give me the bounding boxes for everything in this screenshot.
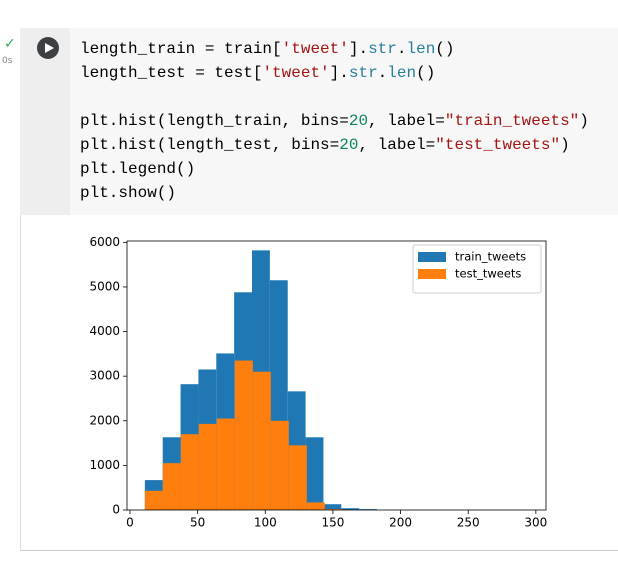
x-tick-label: 200 <box>389 516 412 530</box>
y-tick-label: 0 <box>112 503 120 517</box>
histogram-bar <box>270 420 289 510</box>
histogram-bar <box>234 360 253 510</box>
histogram-bar <box>306 502 325 510</box>
code-line: length_train = train['tweet'].str.len() <box>80 40 455 58</box>
x-tick-label: 250 <box>457 516 480 530</box>
y-tick-label: 6000 <box>89 235 120 249</box>
code: length_train = train['tweet'].str.len() l… <box>80 37 589 205</box>
histogram-bar <box>216 418 235 510</box>
output-area <box>20 215 618 551</box>
y-tick-label: 3000 <box>89 369 120 383</box>
legend-label: test_tweets <box>455 267 521 281</box>
histogram-bar <box>341 508 360 510</box>
code-line: plt.legend() <box>80 160 196 178</box>
histogram-bar <box>144 490 163 510</box>
legend-label: train_tweets <box>455 250 526 264</box>
run-check: ✓ <box>4 36 16 52</box>
y-tick-label: 1000 <box>89 458 120 472</box>
y-tick-label: 5000 <box>89 279 120 293</box>
code-line: plt.hist(length_test, bins=20, label="te… <box>80 136 570 154</box>
legend-swatch <box>418 269 446 279</box>
run-button[interactable] <box>37 37 59 59</box>
y-tick-label: 2000 <box>89 413 120 427</box>
run-time: 0s <box>2 56 13 66</box>
histogram-bar <box>162 463 181 510</box>
histogram-bar <box>305 437 324 510</box>
histogram-bar <box>180 434 199 510</box>
x-tick-label: 100 <box>254 516 277 530</box>
histogram-bar <box>252 371 271 510</box>
x-tick-label: 300 <box>524 516 547 530</box>
x-tick-label: 150 <box>321 516 344 530</box>
plot-frame <box>126 240 547 511</box>
code-block: length_train = train['tweet'].str.len() l… <box>80 37 589 85</box>
cell-gutter <box>20 28 70 215</box>
x-tick-label: 0 <box>126 516 134 530</box>
histogram-bar <box>323 504 342 510</box>
histogram-bar <box>324 509 343 510</box>
histogram-bar <box>359 509 378 510</box>
code-line: length_test = test['tweet'].str.len() <box>80 64 436 82</box>
y-tick-label: 4000 <box>89 324 120 338</box>
code-line: plt.hist(length_train, bins=20, label="t… <box>80 112 589 130</box>
code-line: plt.show() <box>80 184 177 202</box>
code-block: plt.hist(length_train, bins=20, label="t… <box>80 109 589 205</box>
code-cell[interactable] <box>20 28 618 215</box>
legend-swatch <box>418 252 446 262</box>
histogram-bar <box>198 423 217 510</box>
histogram-bar <box>288 445 307 510</box>
x-tick-label: 50 <box>190 516 205 530</box>
